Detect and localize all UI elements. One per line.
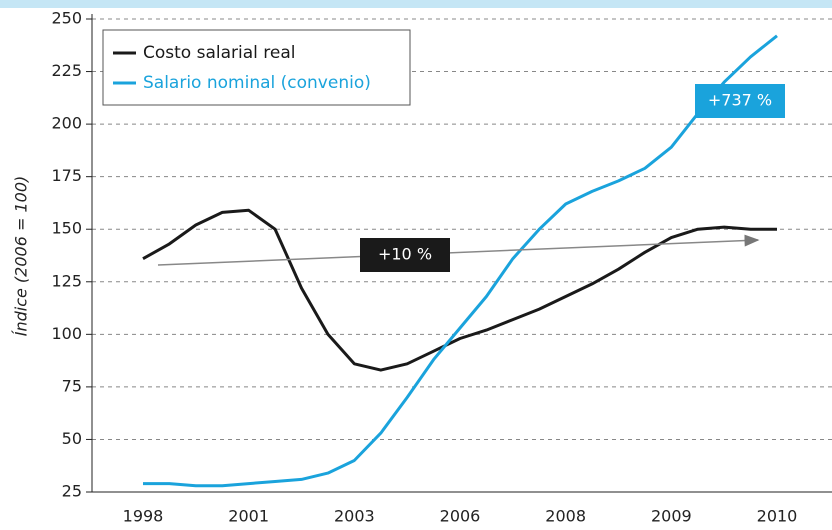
annotation-box: [360, 238, 450, 272]
annotation: +737 %: [708, 91, 772, 110]
y-tick-label: 125: [51, 271, 82, 290]
annotation-box: [695, 84, 785, 118]
x-tick-label: 1998: [123, 507, 164, 526]
x-tick-label: 2008: [545, 507, 586, 526]
legend-box: [102, 29, 411, 106]
y-tick-label: 175: [51, 166, 82, 185]
y-tick-label: 225: [51, 61, 82, 80]
x-tick-label: 2010: [757, 507, 798, 526]
x-tick-label: 2003: [334, 507, 375, 526]
legend-label: Salario nominal (convenio): [143, 73, 371, 93]
annotation: +10 %: [378, 245, 432, 264]
series-line: [142, 208, 777, 372]
x-tick-label: 2001: [228, 507, 269, 526]
top-band: [0, 0, 832, 8]
x-tick-label: 2006: [440, 507, 481, 526]
y-tick-label: 100: [51, 324, 82, 343]
y-tick-label: 75: [62, 376, 82, 395]
y-tick-label: 50: [62, 429, 82, 448]
series-line: [143, 34, 778, 488]
y-tick-label: 150: [51, 219, 82, 238]
y-axis-label: Índice (2006 = 100): [12, 176, 31, 337]
trend-arrow: [157, 234, 760, 266]
y-tick-label: 250: [51, 9, 82, 28]
x-tick-label: 2009: [651, 507, 692, 526]
y-tick-label: 200: [51, 114, 82, 133]
legend-label: Costo salarial real: [143, 43, 296, 63]
y-tick-label: 25: [62, 482, 82, 501]
